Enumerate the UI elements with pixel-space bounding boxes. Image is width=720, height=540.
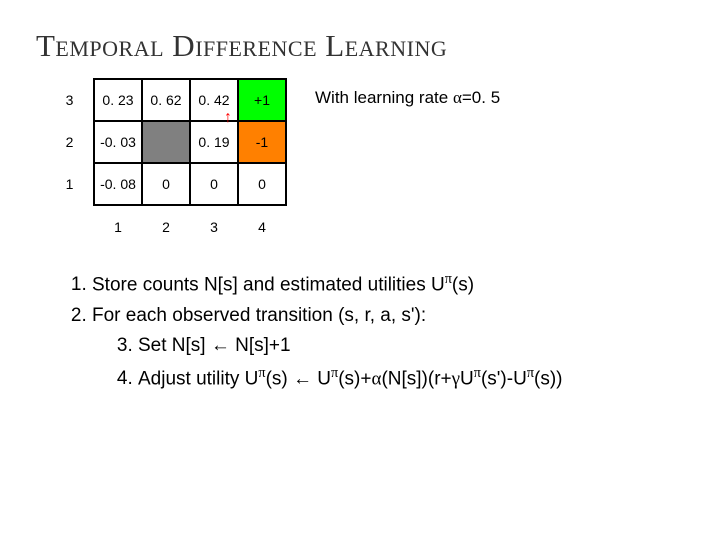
alpha-symbol: α — [453, 88, 462, 107]
step4a-text: Adjust utility U — [138, 368, 258, 389]
step3b-text: N[s]+1 — [230, 335, 291, 356]
lr-suffix: =0. 5 — [462, 88, 500, 107]
gamma-symbol: γ — [452, 368, 460, 389]
pi-symbol: π — [474, 365, 481, 381]
axis-spacer — [46, 205, 94, 247]
col-label: 3 — [190, 205, 238, 247]
pi-symbol: π — [258, 365, 265, 381]
learning-rate-note: With learning rate α=0. 5 — [315, 88, 500, 108]
step2-text: For each observed transition (s, r, a, s… — [92, 305, 426, 326]
col-label: 1 — [94, 205, 142, 247]
algo-step-2: For each observed transition (s, r, a, s… — [92, 302, 684, 394]
grid-cell: 0 — [142, 163, 190, 205]
row-label: 3 — [46, 79, 94, 121]
grid-cell: -0. 08 — [94, 163, 142, 205]
step4b-text: (s) — [266, 368, 293, 389]
step1-text: Store counts N[s] and estimated utilitie… — [92, 274, 445, 295]
algo-step-4: Adjust utility Uπ(s) ← Uπ(s)+α(N[s])(r+γ… — [138, 363, 684, 394]
goal-plus-cell: +1 — [238, 79, 286, 121]
step4g-text: (s')-U — [481, 368, 527, 389]
col-label: 4 — [238, 205, 286, 247]
left-arrow-symbol: ← — [211, 335, 230, 356]
algorithm-list: Store counts N[s] and estimated utilitie… — [66, 269, 684, 394]
grid-cell: -0. 03 — [94, 121, 142, 163]
algo-step-1: Store counts N[s] and estimated utilitie… — [92, 269, 684, 300]
grid-cell: 0. 23 — [94, 79, 142, 121]
grid-cell: 0. 62 — [142, 79, 190, 121]
step4e-text: (N[s])(r+ — [381, 368, 451, 389]
slide: Temporal Difference Learning 3 0. 23 0. … — [0, 0, 720, 540]
lr-prefix: With learning rate — [315, 88, 453, 107]
obstacle-cell — [142, 121, 190, 163]
page-title: Temporal Difference Learning — [36, 28, 684, 64]
row-label: 1 — [46, 163, 94, 205]
grid-cell: 0. 19 — [190, 121, 238, 163]
pi-symbol: π — [445, 271, 452, 287]
grid-cell: 0 — [190, 163, 238, 205]
content-row: 3 0. 23 0. 62 0. 42 +1 2 -0. 03 0. 19 -1… — [46, 78, 684, 247]
step4h-text: (s)) — [534, 368, 562, 389]
algo-step-3: Set N[s] ← N[s]+1 — [138, 332, 684, 361]
col-label: 2 — [142, 205, 190, 247]
pi-symbol: π — [527, 365, 534, 381]
grid-container: 3 0. 23 0. 62 0. 42 +1 2 -0. 03 0. 19 -1… — [46, 78, 287, 247]
goal-minus-cell: -1 — [238, 121, 286, 163]
alpha-symbol: α — [371, 368, 381, 389]
grid-cell: 0 — [238, 163, 286, 205]
step4c-text: U — [312, 368, 331, 389]
utility-grid: 3 0. 23 0. 62 0. 42 +1 2 -0. 03 0. 19 -1… — [46, 78, 287, 247]
step4f-text: U — [460, 368, 474, 389]
step3a-text: Set N[s] — [138, 335, 211, 356]
left-arrow-symbol: ← — [293, 368, 312, 389]
step1-tail: (s) — [452, 274, 474, 295]
step4d-text: (s)+ — [338, 368, 371, 389]
up-arrow-icon: ↑ — [224, 110, 232, 126]
row-label: 2 — [46, 121, 94, 163]
